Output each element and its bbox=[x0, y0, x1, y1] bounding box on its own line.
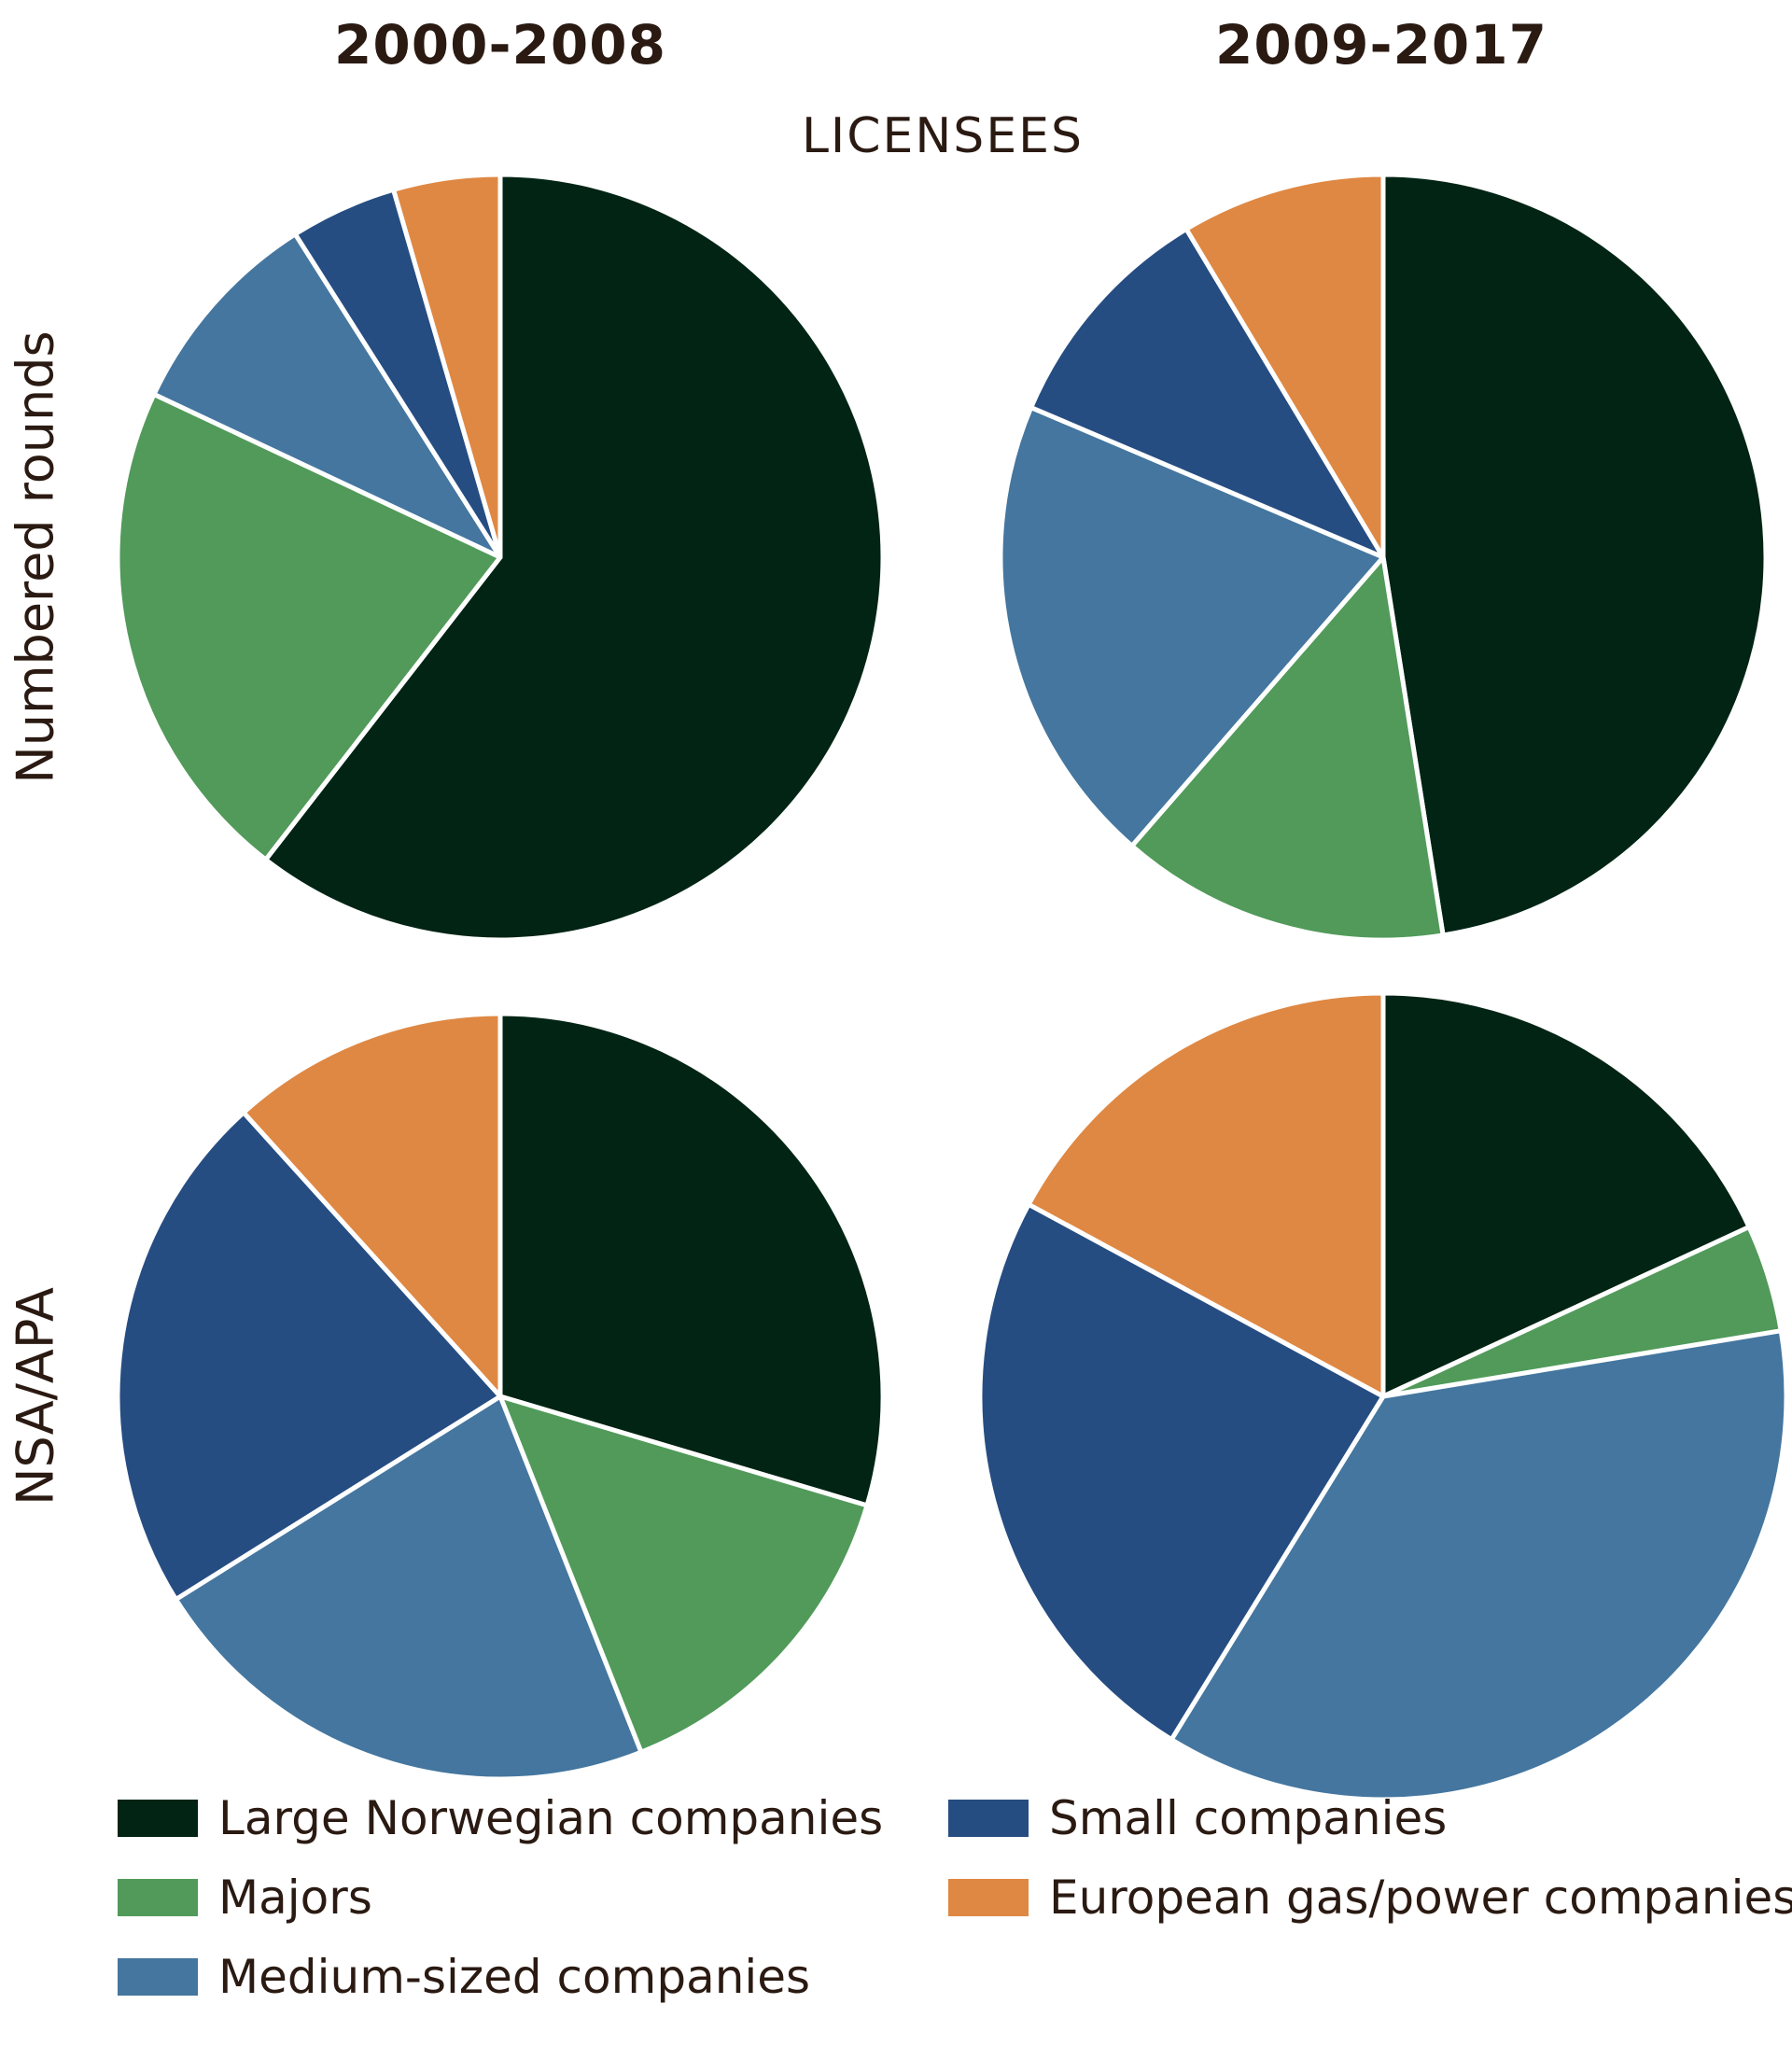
pie-slice-small-companies bbox=[1029, 226, 1386, 560]
pie-slice-european-gas-power-companies bbox=[241, 1011, 503, 1399]
pie-nsa-apa-2000-2008 bbox=[115, 1011, 886, 1782]
legend-item-european-gas-power-companies: European gas/power companies bbox=[948, 1870, 1792, 1926]
legend-swatch bbox=[948, 1879, 1029, 1916]
legend-swatch bbox=[118, 1879, 198, 1916]
pie-slice-large-norwegian-companies bbox=[1380, 172, 1769, 938]
pie-slice-small-companies bbox=[115, 1110, 503, 1603]
pie-slice-large-norwegian-companies bbox=[1380, 990, 1752, 1399]
pie-slice-medium-sized-companies bbox=[173, 1394, 644, 1782]
pie-numbered-rounds-2009-2017 bbox=[998, 172, 1769, 943]
pie-slice-european-gas-power-companies bbox=[391, 172, 503, 560]
legend-item-medium-sized-companies: Medium-sized companies bbox=[118, 1949, 810, 2005]
pie-numbered-rounds-2000-2008 bbox=[115, 172, 886, 943]
legend-label: Medium-sized companies bbox=[218, 1950, 811, 2004]
legend-swatch bbox=[118, 1800, 198, 1837]
legend-label: Large Norwegian companies bbox=[218, 1791, 884, 1845]
pie-slice-majors bbox=[115, 391, 503, 862]
pie-nsa-apa-2009-2017 bbox=[977, 990, 1789, 1802]
legend-label: Majors bbox=[218, 1871, 372, 1925]
legend-label: Small companies bbox=[1049, 1791, 1448, 1845]
legend-item-small-companies: Small companies bbox=[948, 1790, 1447, 1846]
chart-center-label: LICENSEES bbox=[801, 108, 1085, 164]
legend-item-large-norwegian-companies: Large Norwegian companies bbox=[118, 1790, 883, 1846]
column-title-2009-2017: 2009-2017 bbox=[1215, 13, 1547, 77]
pie-slice-european-gas-power-companies bbox=[1026, 990, 1386, 1399]
pie-slice-large-norwegian-companies bbox=[263, 172, 886, 943]
legend-item-majors: Majors bbox=[118, 1870, 372, 1926]
legend-swatch bbox=[948, 1800, 1029, 1837]
legend-swatch bbox=[118, 1958, 198, 1996]
pie-slice-large-norwegian-companies bbox=[497, 1011, 886, 1508]
pie-slice-small-companies bbox=[977, 1201, 1386, 1743]
pie-slice-european-gas-power-companies bbox=[1183, 172, 1386, 560]
pie-slice-majors bbox=[497, 1394, 870, 1755]
legend-label: European gas/power companies bbox=[1049, 1871, 1792, 1925]
pie-slice-majors bbox=[1129, 554, 1446, 943]
pie-slice-medium-sized-companies bbox=[151, 231, 503, 560]
pie-slice-medium-sized-companies bbox=[1169, 1328, 1789, 1802]
column-title-2000-2008: 2000-2008 bbox=[334, 13, 666, 77]
